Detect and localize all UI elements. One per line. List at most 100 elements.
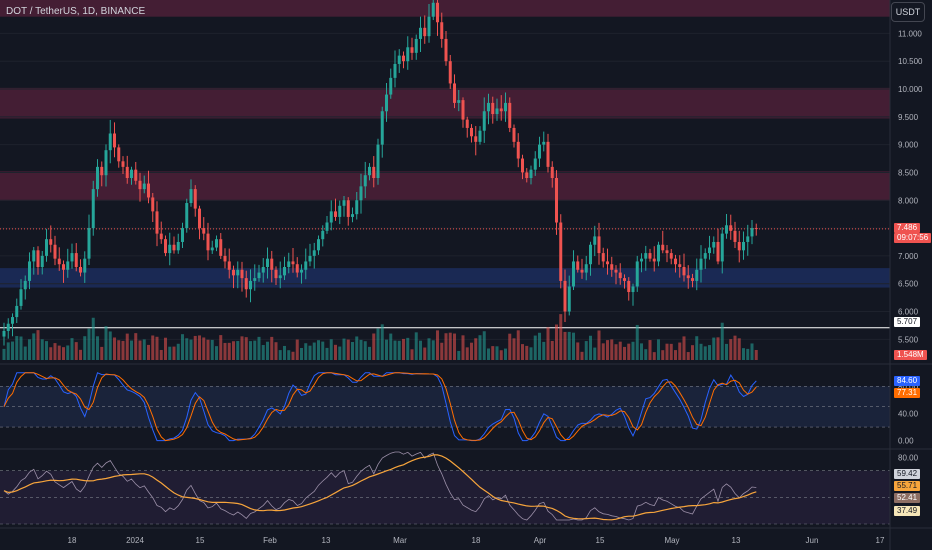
candle-92 — [393, 63, 397, 78]
candle-57 — [244, 278, 248, 290]
candle-0 — [2, 330, 6, 337]
volume-bar-81 — [346, 339, 350, 360]
candle-111 — [474, 136, 478, 142]
y-tick-5: 8.500 — [898, 168, 919, 177]
candle-172 — [733, 230, 737, 242]
candle-149 — [635, 261, 639, 287]
volume-bar-25 — [108, 331, 112, 360]
candle-37 — [159, 233, 163, 240]
volume-bar-102 — [436, 330, 439, 360]
candle-18 — [79, 267, 82, 273]
candle-156 — [665, 250, 669, 254]
volume-bar-34 — [147, 344, 150, 360]
candle-28 — [121, 161, 125, 167]
candle-122 — [521, 158, 524, 173]
volume-bar-165 — [703, 346, 707, 360]
candle-134 — [572, 261, 575, 287]
candle-143 — [610, 264, 614, 270]
candle-129 — [550, 166, 554, 178]
candle-121 — [516, 141, 520, 159]
candle-138 — [589, 244, 592, 265]
candle-123 — [525, 172, 529, 178]
volume-bar-46 — [198, 335, 201, 360]
volume-bar-174 — [742, 348, 745, 360]
volume-bar-97 — [414, 332, 418, 360]
candle-112 — [478, 130, 482, 142]
volume-bar-14 — [62, 347, 65, 360]
candle-125 — [533, 158, 537, 170]
candle-67 — [287, 261, 291, 267]
candle-21 — [91, 189, 95, 229]
volume-bar-51 — [219, 335, 223, 360]
candle-106 — [453, 83, 456, 103]
candle-39 — [168, 244, 172, 254]
candle-29 — [125, 166, 129, 178]
volume-bar-139 — [593, 347, 597, 360]
volume-bar-20 — [87, 328, 91, 360]
volume-bar-57 — [244, 337, 248, 360]
candle-169 — [720, 233, 724, 262]
volume-bar-36 — [155, 336, 159, 360]
stoch-k-label: 84.60 — [894, 376, 921, 386]
candle-82 — [351, 214, 354, 217]
candle-101 — [431, 2, 435, 17]
volume-bar-173 — [737, 338, 741, 360]
volume-bar-122 — [521, 344, 524, 360]
volume-bar-86 — [368, 346, 371, 360]
volume-bar-1 — [6, 342, 10, 360]
candle-53 — [227, 261, 231, 270]
volume-bar-90 — [385, 339, 388, 360]
candle-146 — [623, 278, 626, 281]
volume-bar-146 — [623, 346, 626, 360]
volume-bar-4 — [19, 336, 23, 360]
candles — [2, 0, 758, 346]
candle-10 — [45, 239, 48, 256]
candle-137 — [584, 264, 588, 273]
x-tick-7: Apr — [534, 536, 547, 545]
candle-77 — [329, 211, 333, 223]
volume-bar-89 — [380, 324, 384, 360]
candle-175 — [746, 236, 750, 242]
volume-bar-12 — [53, 343, 57, 360]
candle-78 — [334, 211, 337, 217]
candle-51 — [219, 239, 223, 256]
volume-bar-44 — [189, 339, 193, 360]
y-tick-6: 8.000 — [898, 196, 919, 205]
currency-button[interactable]: USDT — [891, 2, 925, 22]
x-tick-11: Jun — [806, 536, 819, 545]
volume-bar-9 — [40, 339, 44, 360]
candle-74 — [317, 239, 320, 251]
candle-153 — [652, 258, 656, 262]
volume-bar-148 — [631, 341, 635, 360]
volume-bar-96 — [410, 349, 414, 360]
candle-83 — [355, 200, 359, 215]
candle-168 — [716, 241, 720, 262]
candle-162 — [691, 278, 694, 281]
volume-bar-71 — [304, 343, 308, 360]
volume-bar-160 — [682, 336, 686, 360]
candle-19 — [83, 258, 87, 273]
volume-bar-107 — [457, 350, 461, 360]
volume-bar-84 — [359, 339, 363, 360]
volume-bar-39 — [168, 346, 172, 360]
candle-5 — [23, 280, 27, 290]
volume-bar-65 — [278, 350, 282, 360]
candle-52 — [223, 255, 227, 262]
volume-bar-126 — [538, 332, 541, 360]
volume-bar-70 — [300, 347, 303, 360]
candle-105 — [448, 61, 452, 84]
x-tick-2: 15 — [196, 536, 205, 545]
volume-bar-121 — [516, 330, 520, 360]
rsi-ma-line — [3, 454, 757, 521]
volume-bar-17 — [74, 342, 78, 360]
candle-85 — [363, 175, 367, 187]
volume-bar-62 — [266, 341, 269, 360]
volume-bar-130 — [555, 324, 558, 360]
volume-bar-61 — [261, 345, 265, 360]
candle-40 — [172, 244, 176, 251]
volume-bar-5 — [23, 346, 27, 360]
candle-160 — [682, 267, 686, 276]
candle-2 — [11, 317, 14, 324]
volume-bar-159 — [678, 342, 682, 360]
